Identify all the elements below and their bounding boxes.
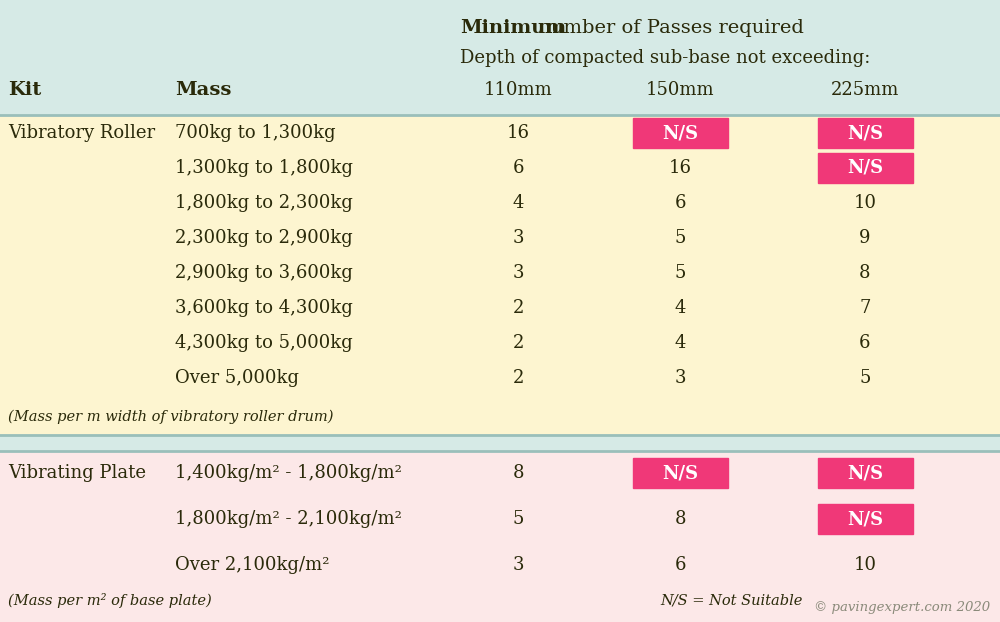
Text: N/S: N/S — [847, 159, 883, 177]
Bar — [0, 115, 1000, 435]
Text: 4: 4 — [512, 194, 524, 212]
Text: N/S: N/S — [662, 124, 698, 142]
Bar — [818, 118, 912, 148]
Bar — [818, 458, 912, 488]
Text: 9: 9 — [859, 229, 871, 247]
Text: 2: 2 — [512, 299, 524, 317]
Text: 8: 8 — [859, 264, 871, 282]
Text: 16: 16 — [507, 124, 530, 142]
Text: 7: 7 — [859, 299, 871, 317]
Text: 2: 2 — [512, 334, 524, 352]
Bar — [818, 504, 912, 534]
Bar — [0, 435, 1000, 451]
Text: N/S: N/S — [847, 124, 883, 142]
Text: 5: 5 — [674, 264, 686, 282]
Text: Mass: Mass — [175, 81, 231, 99]
Text: 3,600kg to 4,300kg: 3,600kg to 4,300kg — [175, 299, 353, 317]
Bar — [0, 451, 1000, 622]
Text: 1,800kg/m² - 2,100kg/m²: 1,800kg/m² - 2,100kg/m² — [175, 510, 402, 528]
Text: 8: 8 — [512, 464, 524, 482]
Text: 16: 16 — [668, 159, 692, 177]
Text: 3: 3 — [512, 264, 524, 282]
Text: 10: 10 — [854, 556, 876, 574]
Bar — [0, 0, 1000, 115]
Text: Vibrating Plate: Vibrating Plate — [8, 464, 146, 482]
Text: Over 5,000kg: Over 5,000kg — [175, 369, 299, 387]
Text: N/S: N/S — [847, 464, 883, 482]
Text: 700kg to 1,300kg: 700kg to 1,300kg — [175, 124, 336, 142]
Text: N/S: N/S — [662, 464, 698, 482]
Text: 6: 6 — [674, 556, 686, 574]
Bar — [818, 153, 912, 183]
Text: 10: 10 — [854, 194, 876, 212]
Text: 6: 6 — [859, 334, 871, 352]
Text: Depth of compacted sub-base not exceeding:: Depth of compacted sub-base not exceedin… — [460, 49, 870, 67]
Text: 1,300kg to 1,800kg: 1,300kg to 1,800kg — [175, 159, 353, 177]
Text: N/S = Not Suitable: N/S = Not Suitable — [660, 593, 802, 607]
Text: 3: 3 — [512, 556, 524, 574]
Text: Kit: Kit — [8, 81, 41, 99]
Text: 2,300kg to 2,900kg: 2,300kg to 2,900kg — [175, 229, 353, 247]
Text: 1,800kg to 2,300kg: 1,800kg to 2,300kg — [175, 194, 353, 212]
Text: Over 2,100kg/m²: Over 2,100kg/m² — [175, 556, 330, 574]
Text: 6: 6 — [512, 159, 524, 177]
Text: 3: 3 — [674, 369, 686, 387]
Bar — [633, 458, 728, 488]
Bar — [633, 118, 728, 148]
Text: 5: 5 — [674, 229, 686, 247]
Text: (Mass per m² of base plate): (Mass per m² of base plate) — [8, 593, 212, 608]
Text: 2: 2 — [512, 369, 524, 387]
Text: 5: 5 — [859, 369, 871, 387]
Text: © pavingexpert.com 2020: © pavingexpert.com 2020 — [814, 601, 990, 615]
Text: N/S: N/S — [847, 510, 883, 528]
Text: 1,400kg/m² - 1,800kg/m²: 1,400kg/m² - 1,800kg/m² — [175, 464, 402, 482]
Text: 4: 4 — [674, 299, 686, 317]
Text: Minimum: Minimum — [460, 19, 566, 37]
Text: 2,900kg to 3,600kg: 2,900kg to 3,600kg — [175, 264, 353, 282]
Text: number of Passes required: number of Passes required — [532, 19, 804, 37]
Text: 6: 6 — [674, 194, 686, 212]
Text: Vibratory Roller: Vibratory Roller — [8, 124, 155, 142]
Text: 5: 5 — [512, 510, 524, 528]
Text: (Mass per m width of vibratory roller drum): (Mass per m width of vibratory roller dr… — [8, 410, 334, 424]
Text: 3: 3 — [512, 229, 524, 247]
Text: 4,300kg to 5,000kg: 4,300kg to 5,000kg — [175, 334, 353, 352]
Text: 150mm: 150mm — [646, 81, 714, 99]
Text: 8: 8 — [674, 510, 686, 528]
Text: 225mm: 225mm — [831, 81, 899, 99]
Text: 4: 4 — [674, 334, 686, 352]
Text: 110mm: 110mm — [484, 81, 552, 99]
